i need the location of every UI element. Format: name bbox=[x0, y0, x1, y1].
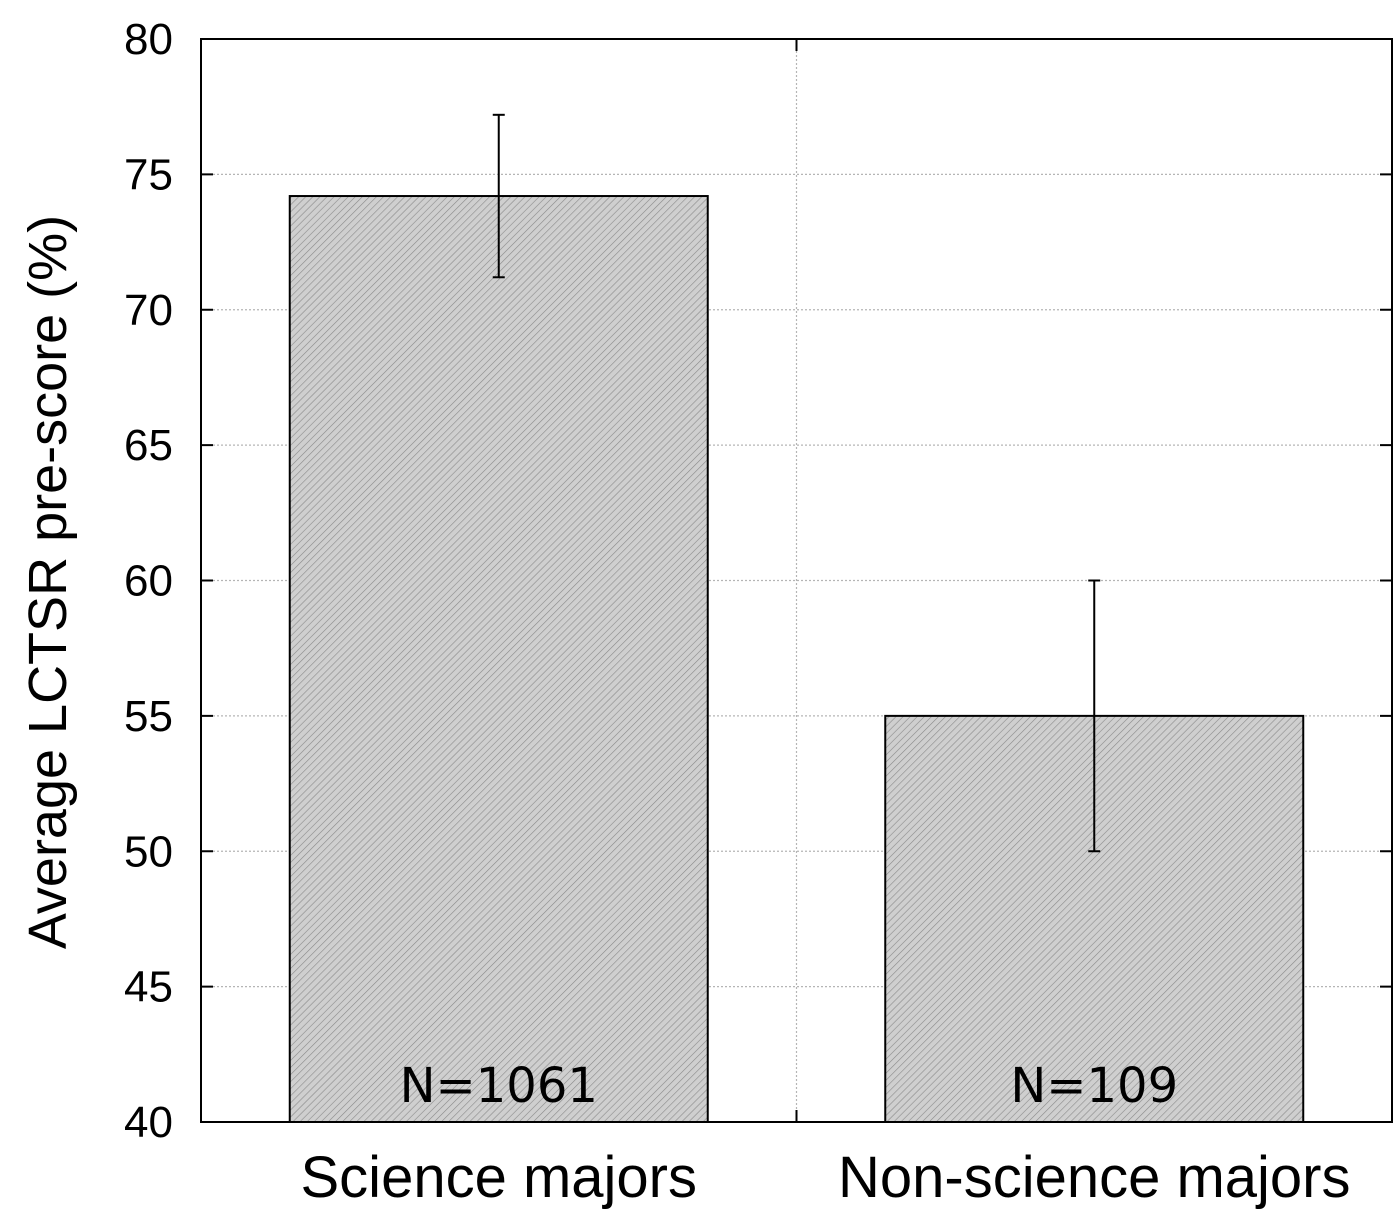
x-tick-label-0: Science majors bbox=[301, 1145, 697, 1210]
y-tick-label: 45 bbox=[124, 963, 173, 1012]
plot-frame bbox=[200, 38, 1393, 1123]
y-tick-label: 75 bbox=[124, 150, 173, 199]
bar-0 bbox=[288, 195, 709, 1124]
data-label-1: N=109 bbox=[1010, 1058, 1178, 1114]
labels: 40 45 50 55 60 65 70 75 80 N=1061 Science majors N=… bbox=[124, 15, 1350, 1210]
error-bars bbox=[492, 113, 1101, 853]
y-tick-label: 40 bbox=[124, 1098, 173, 1147]
y-tick-label: 70 bbox=[124, 286, 173, 335]
data-label-0: N=1061 bbox=[400, 1058, 598, 1114]
y-tick-label: 50 bbox=[124, 827, 173, 876]
y-tick-label: 55 bbox=[124, 692, 173, 741]
y-axis-label: Average LCTSR pre-score (%) bbox=[18, 215, 78, 949]
x-tick-label-1: Non-science majors bbox=[838, 1145, 1351, 1210]
plot-border bbox=[200, 38, 1393, 1123]
y-tick-label: 65 bbox=[124, 421, 173, 470]
y-tick-label: 80 bbox=[124, 15, 173, 64]
y-tick-label: 60 bbox=[124, 557, 173, 606]
